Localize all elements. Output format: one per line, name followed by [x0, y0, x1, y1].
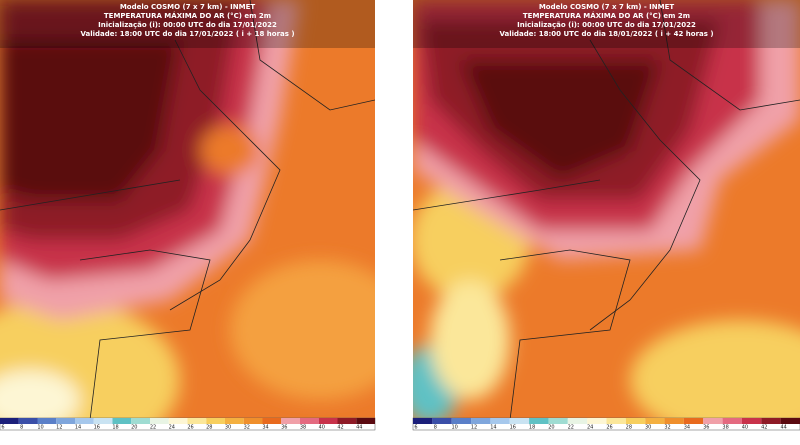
colorbar-label: 18 [112, 425, 118, 431]
colorbar-swatch [761, 418, 781, 424]
colorbar-label: 38 [722, 425, 728, 431]
colorbar-swatch [37, 418, 57, 424]
colorbar-swatch [432, 418, 452, 424]
colorbar-label: 36 [281, 425, 287, 431]
colorbar-swatch [413, 418, 433, 424]
colorbar-swatch [567, 418, 588, 424]
colorbar-swatch [75, 418, 94, 424]
colorbar-label: 44 [356, 425, 362, 431]
colorbar-label: 32 [244, 425, 250, 431]
header-line: TEMPERATURA MÁXIMA DO AR (°C) em 2m [523, 11, 690, 20]
colorbar-label: 8 [20, 425, 23, 431]
colorbar-swatch [187, 418, 207, 424]
colorbar-label: 34 [262, 425, 268, 431]
colorbar-swatch [300, 418, 319, 424]
colorbar-swatch [451, 418, 472, 424]
header-line: Validade: 18:00 UTC do dia 18/01/2022 ( … [499, 30, 713, 38]
colorbar-swatch [587, 418, 607, 424]
colorbar-swatch [490, 418, 510, 424]
header-line: Inicialização (i): 00:00 UTC do dia 17/0… [517, 21, 696, 29]
colorbar-label: 26 [187, 425, 193, 431]
colorbar-swatch [318, 418, 338, 424]
colorbar-swatch [703, 418, 723, 424]
colorbar-swatch [206, 418, 225, 424]
colorbar-label: 12 [471, 425, 477, 431]
colorbar-swatch [18, 418, 38, 424]
colorbar-label: 14 [490, 425, 496, 431]
colorbar-swatch [471, 418, 491, 424]
colorbar-swatch [683, 418, 704, 424]
colorbar-label: 20 [131, 425, 137, 431]
colorbar-label: 28 [626, 425, 632, 431]
colorbar-label: 30 [645, 425, 651, 431]
colorbar-label: 38 [300, 425, 306, 431]
colorbar-swatch [262, 418, 282, 424]
header-line: Modelo COSMO (7 x 7 km) - INMET [539, 3, 675, 11]
colorbar-label: 16 [94, 425, 100, 431]
colorbar-label: 12 [56, 425, 62, 431]
colorbar-label: 32 [664, 425, 670, 431]
colorbar-swatch [131, 418, 150, 424]
colorbar-swatch [281, 418, 300, 424]
colorbar-swatch [741, 418, 762, 424]
colorbar-swatch [548, 418, 568, 424]
colorbar-swatch [168, 418, 188, 424]
colorbar-label: 24 [169, 425, 175, 431]
colorbar-label: 40 [742, 425, 748, 431]
header-line: TEMPERATURA MÁXIMA DO AR (°C) em 2m [104, 11, 271, 20]
colorbar-label: 36 [703, 425, 709, 431]
colorbar-label: 20 [548, 425, 554, 431]
colorbar-label: 28 [206, 425, 212, 431]
colorbar-label: 10 [37, 425, 43, 431]
colorbar-label: 42 [337, 425, 343, 431]
header-line: Validade: 18:00 UTC do dia 17/01/2022 ( … [80, 30, 294, 38]
colorbar-label: 34 [684, 425, 690, 431]
colorbar-swatch [93, 418, 113, 424]
colorbar-swatch [337, 418, 357, 424]
colorbar-label: 40 [319, 425, 325, 431]
header-line: Modelo COSMO (7 x 7 km) - INMET [120, 3, 256, 11]
colorbar-swatch [56, 418, 75, 424]
colorbar-swatch [225, 418, 244, 424]
colorbar-swatch [509, 418, 530, 424]
colorbar-label: 16 [510, 425, 516, 431]
colorbar-label: 22 [568, 425, 574, 431]
colorbar-swatch [645, 418, 665, 424]
colorbar-label: 26 [606, 425, 612, 431]
colorbar-swatch [150, 418, 169, 424]
colorbar-label: 42 [761, 425, 767, 431]
colorbar-label: 8 [434, 425, 437, 431]
map-left [0, 0, 375, 418]
colorbar-swatch [112, 418, 132, 424]
colorbar-swatch [780, 418, 800, 424]
colorbar-label: 6 [1, 425, 4, 431]
colorbar-swatch [243, 418, 263, 424]
colorbar-swatch [356, 418, 375, 424]
colorbar-label: 44 [780, 425, 786, 431]
colorbar-label: 18 [529, 425, 535, 431]
colorbar-swatch [664, 418, 684, 424]
colorbar-swatch [606, 418, 626, 424]
colorbar-label: 30 [225, 425, 231, 431]
colorbar-label: 6 [414, 425, 417, 431]
map-right [413, 0, 800, 418]
header-line: Inicialização (i): 00:00 UTC do dia 17/0… [98, 21, 277, 29]
colorbar-swatch [722, 418, 742, 424]
colorbar-swatch [529, 418, 549, 424]
colorbar-swatch [625, 418, 646, 424]
colorbar-label: 14 [75, 425, 81, 431]
colorbar-swatch [0, 418, 19, 424]
colorbar-label: 24 [587, 425, 593, 431]
colorbar-label: 22 [150, 425, 156, 431]
colorbar-label: 10 [452, 425, 458, 431]
